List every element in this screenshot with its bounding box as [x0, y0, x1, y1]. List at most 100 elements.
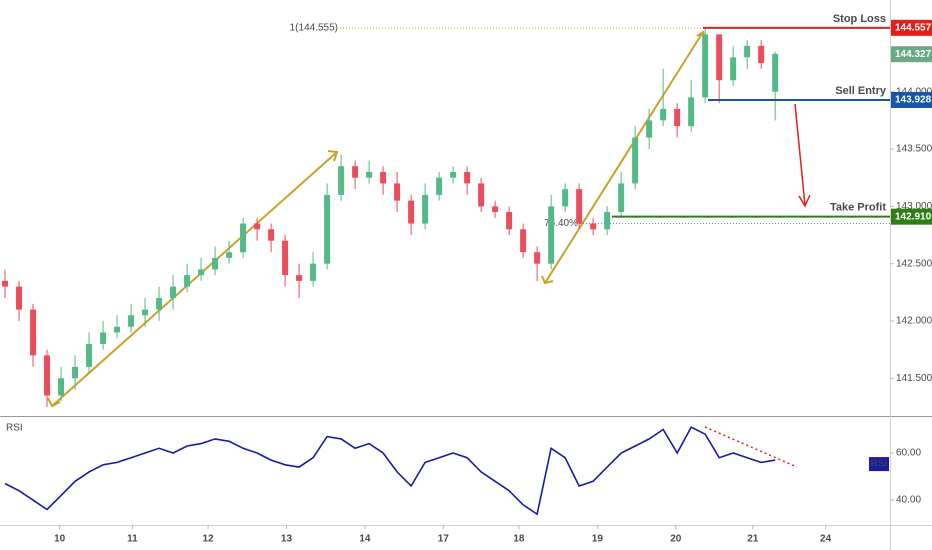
candle-body: [646, 120, 653, 138]
candle-body: [240, 223, 247, 253]
candle-body: [100, 332, 107, 344]
rsi-trend-line: [704, 426, 798, 468]
candle-body: [58, 378, 65, 396]
x-tick-label: 20: [670, 534, 682, 545]
candle-body: [772, 53, 779, 92]
level-name: Stop Loss: [833, 13, 886, 25]
x-tick-label: 17: [438, 534, 450, 545]
candle-body: [170, 286, 177, 299]
x-tick-label: 14: [359, 534, 371, 545]
x-tick-label: 11: [127, 534, 138, 545]
candle-body: [338, 166, 345, 195]
candle-body: [604, 212, 611, 230]
candle-body: [478, 183, 485, 207]
candle-body: [548, 206, 555, 264]
level-name: Sell Entry: [835, 85, 887, 97]
candle-body: [450, 171, 457, 178]
y-tick-label: 143.500: [896, 144, 932, 155]
candle-body: [492, 206, 499, 213]
candle-body: [72, 366, 79, 379]
rsi-title: RSI: [6, 423, 23, 434]
current-price-label: 144.327: [895, 49, 932, 60]
trend-line: [544, 31, 704, 284]
candle-body: [702, 34, 709, 98]
y-tick-label: 141.500: [896, 373, 932, 384]
candle-body: [366, 171, 373, 178]
candle-body: [660, 108, 667, 121]
candle-body: [394, 183, 401, 201]
candle-body: [380, 171, 387, 184]
candle-body: [632, 137, 639, 184]
level-value: 142.910: [895, 211, 932, 222]
candle-body: [436, 177, 443, 195]
candle-body: [114, 326, 121, 333]
candle-body: [352, 166, 359, 178]
sell-arrow: [794, 103, 811, 208]
candle-body: [142, 309, 149, 316]
candle-body: [324, 194, 331, 264]
candle-body: [464, 171, 471, 184]
rsi-badge-box: [869, 457, 889, 472]
candle-body: [156, 298, 163, 310]
trend-drawings: [47, 30, 706, 408]
candle-body: [310, 263, 317, 281]
candle-body: [198, 269, 205, 276]
rsi-line: [4, 426, 776, 516]
x-tick-label: 19: [592, 534, 604, 545]
candle-body: [44, 355, 51, 396]
fib-label: 1(144.555): [290, 23, 338, 34]
arrow-shaft: [794, 103, 806, 206]
x-tick-label: 24: [820, 534, 832, 545]
x-tick-label: 12: [203, 534, 215, 545]
candle-body: [688, 97, 695, 127]
level-badge: [891, 208, 932, 225]
y-tick-label: 142.500: [896, 258, 932, 269]
candle-body: [576, 189, 583, 224]
x-tick-label: 18: [513, 534, 525, 545]
candle-body: [254, 223, 261, 230]
candle-body: [534, 252, 541, 264]
candle-body: [86, 343, 93, 367]
candle-body: [674, 108, 681, 127]
candle-body: [30, 309, 37, 356]
candle-body: [562, 189, 569, 207]
fib-label: 76.40%: [544, 218, 578, 229]
rsi-badge: RSI: [871, 459, 888, 470]
candle-body: [268, 229, 275, 241]
current-price-badge: [891, 46, 932, 63]
candle-body: [282, 240, 289, 276]
candle-body: [590, 223, 597, 230]
candle-body: [618, 183, 625, 213]
x-tick-label: 21: [747, 534, 759, 545]
candle-body: [16, 286, 23, 310]
candle-body: [2, 280, 9, 287]
level-value: 144.557: [895, 22, 932, 33]
candle-body: [716, 34, 723, 81]
level-value: 143.928: [895, 95, 932, 106]
rsi-tick-label: 60.00: [896, 448, 921, 459]
candle-body: [744, 45, 751, 58]
candle-body: [506, 212, 513, 230]
trend-marker: [47, 397, 61, 408]
y-tick-label: 142.000: [896, 316, 932, 327]
level-name: Take Profit: [830, 202, 886, 214]
candle-body: [212, 257, 219, 270]
candle-body: [128, 315, 135, 327]
y-tick-label: 143.000: [896, 201, 932, 212]
candle-body: [184, 275, 191, 287]
rsi-tick-label: 40.00: [896, 495, 921, 506]
candle-body: [226, 252, 233, 258]
trend-line: [51, 151, 338, 407]
candle-body: [730, 57, 737, 81]
candle-body: [758, 45, 765, 64]
y-tick-label: 144.000: [896, 86, 932, 97]
trend-marker: [541, 275, 554, 285]
candle-body: [520, 229, 527, 253]
arrow-head: [798, 194, 811, 208]
candle-body: [408, 200, 415, 224]
level-badge: [891, 91, 932, 108]
candle-body: [296, 275, 303, 281]
x-tick-label: 13: [281, 534, 293, 545]
trend-marker: [327, 150, 339, 162]
